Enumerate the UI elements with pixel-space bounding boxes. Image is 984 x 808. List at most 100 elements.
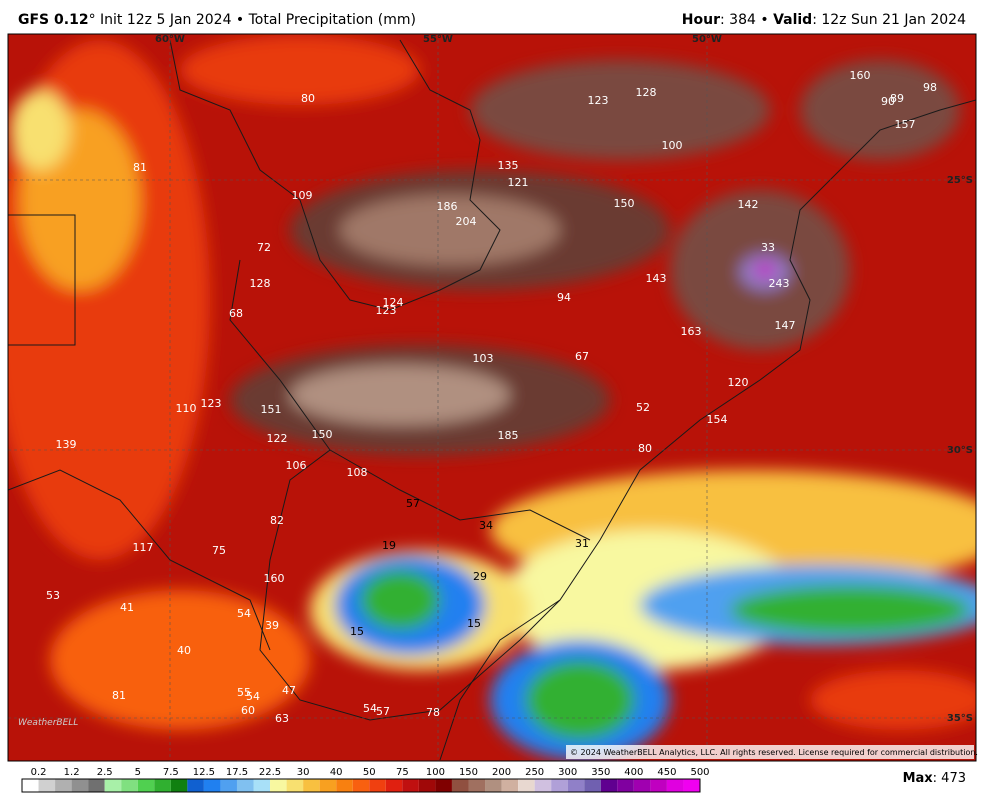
color-box: [319, 779, 337, 792]
color-box: [518, 779, 535, 792]
color-box: [303, 779, 320, 792]
value-label: 151: [261, 403, 282, 416]
color-box: [501, 779, 519, 792]
value-label: 160: [850, 69, 871, 82]
value-label: 52: [636, 401, 650, 414]
model: GFS 0.12: [18, 12, 89, 28]
value-label: 139: [56, 438, 77, 451]
longitude-label: 50°W: [692, 34, 722, 45]
longitude-label: 60°W: [155, 34, 185, 45]
value-label: 154: [707, 413, 728, 426]
colorbar-label: 17.5: [226, 767, 248, 778]
colorbar-label: 0.2: [31, 767, 47, 778]
value-label: 108: [347, 466, 368, 479]
max-label: Max: [902, 771, 933, 786]
value-label: 39: [265, 619, 279, 632]
value-label: 90: [881, 95, 895, 108]
graticule: [8, 34, 976, 761]
value-label: 78: [426, 706, 440, 719]
value-label: 185: [498, 429, 519, 442]
color-box: [402, 779, 419, 792]
value-label: 106: [286, 459, 307, 472]
value-label: 54: [246, 690, 260, 703]
color-box: [633, 779, 651, 792]
value-label: 109: [292, 189, 313, 202]
value-label: 150: [614, 197, 635, 210]
color-box: [121, 779, 138, 792]
colorbar-label: 450: [657, 767, 676, 778]
value-label: 15: [350, 625, 364, 638]
value-label: 81: [112, 689, 126, 702]
value-label: 67: [575, 350, 589, 363]
header-right: Hour: 384 • Valid: 12z Sun 21 Jan 2024: [682, 12, 966, 28]
value-label: 29: [473, 570, 487, 583]
map-frame: [7, 33, 977, 762]
value-label: 80: [638, 442, 652, 455]
color-box: [385, 779, 403, 792]
color-box: [418, 779, 436, 792]
colorbar-label: 1.2: [64, 767, 80, 778]
latitude-label: 25°S: [947, 175, 973, 186]
colorbar-label: 200: [492, 767, 511, 778]
value-label: 72: [257, 241, 271, 254]
value-label: 204: [456, 215, 477, 228]
title: ° Init 12z 5 Jan 2024 • Total Precipitat…: [88, 12, 416, 28]
longitude-label: 55°W: [423, 34, 453, 45]
color-box: [154, 779, 171, 792]
color-box: [600, 779, 618, 792]
color-box: [451, 779, 469, 792]
color-box: [584, 779, 601, 792]
colorbar-label: 40: [330, 767, 343, 778]
value-label: 81: [133, 161, 147, 174]
color-box: [55, 779, 72, 792]
value-label: 31: [575, 537, 589, 550]
value-label: 128: [250, 277, 271, 290]
value-label: 243: [769, 277, 790, 290]
color-box: [617, 779, 634, 792]
copyright: © 2024 WeatherBELL Analytics, LLC. All r…: [570, 748, 978, 757]
value-label: 53: [46, 589, 60, 602]
header-left: GFS 0.12° Init 12z 5 Jan 2024 • Total Pr…: [18, 12, 416, 28]
color-box: [71, 779, 89, 792]
color-box: [203, 779, 221, 792]
value-label: 33: [761, 241, 775, 254]
value-label: 110: [176, 402, 197, 415]
colorbar-label: 7.5: [163, 767, 179, 778]
color-box: [369, 779, 386, 792]
colorbar-label: 12.5: [193, 767, 215, 778]
color-box: [286, 779, 304, 792]
precip-field: [8, 34, 976, 761]
value-label: 41: [120, 601, 134, 614]
value-label: 123: [588, 94, 609, 107]
value-label: 94: [557, 291, 571, 304]
value-label: 128: [636, 86, 657, 99]
value-label: 157: [895, 118, 916, 131]
color-box: [666, 779, 684, 792]
color-box: [187, 779, 204, 792]
color-box: [38, 779, 56, 792]
value-label: 89: [890, 92, 904, 105]
value-label: 82: [270, 514, 284, 527]
value-label: 57: [376, 705, 390, 718]
value-label: 142: [738, 198, 759, 211]
value-label: 54: [237, 607, 251, 620]
colorbar-label: 350: [591, 767, 610, 778]
colorbar-label: 22.5: [259, 767, 281, 778]
color-box: [170, 779, 188, 792]
color-box: [352, 779, 370, 792]
color-box: [468, 779, 486, 792]
color-box: [567, 779, 585, 792]
value-label: 160: [264, 572, 285, 585]
color-box: [236, 779, 254, 792]
copyright-bg: [566, 745, 974, 759]
value-label: 186: [437, 200, 458, 213]
value-label: 143: [646, 272, 667, 285]
color-box: [485, 779, 502, 792]
value-label: 75: [212, 544, 226, 557]
borders: [8, 39, 976, 761]
color-box: [336, 779, 353, 792]
colorbar-label: 5: [135, 767, 141, 778]
value-label: 54: [363, 702, 377, 715]
header: GFS 0.12° Init 12z 5 Jan 2024 • Total Pr…: [0, 0, 984, 34]
